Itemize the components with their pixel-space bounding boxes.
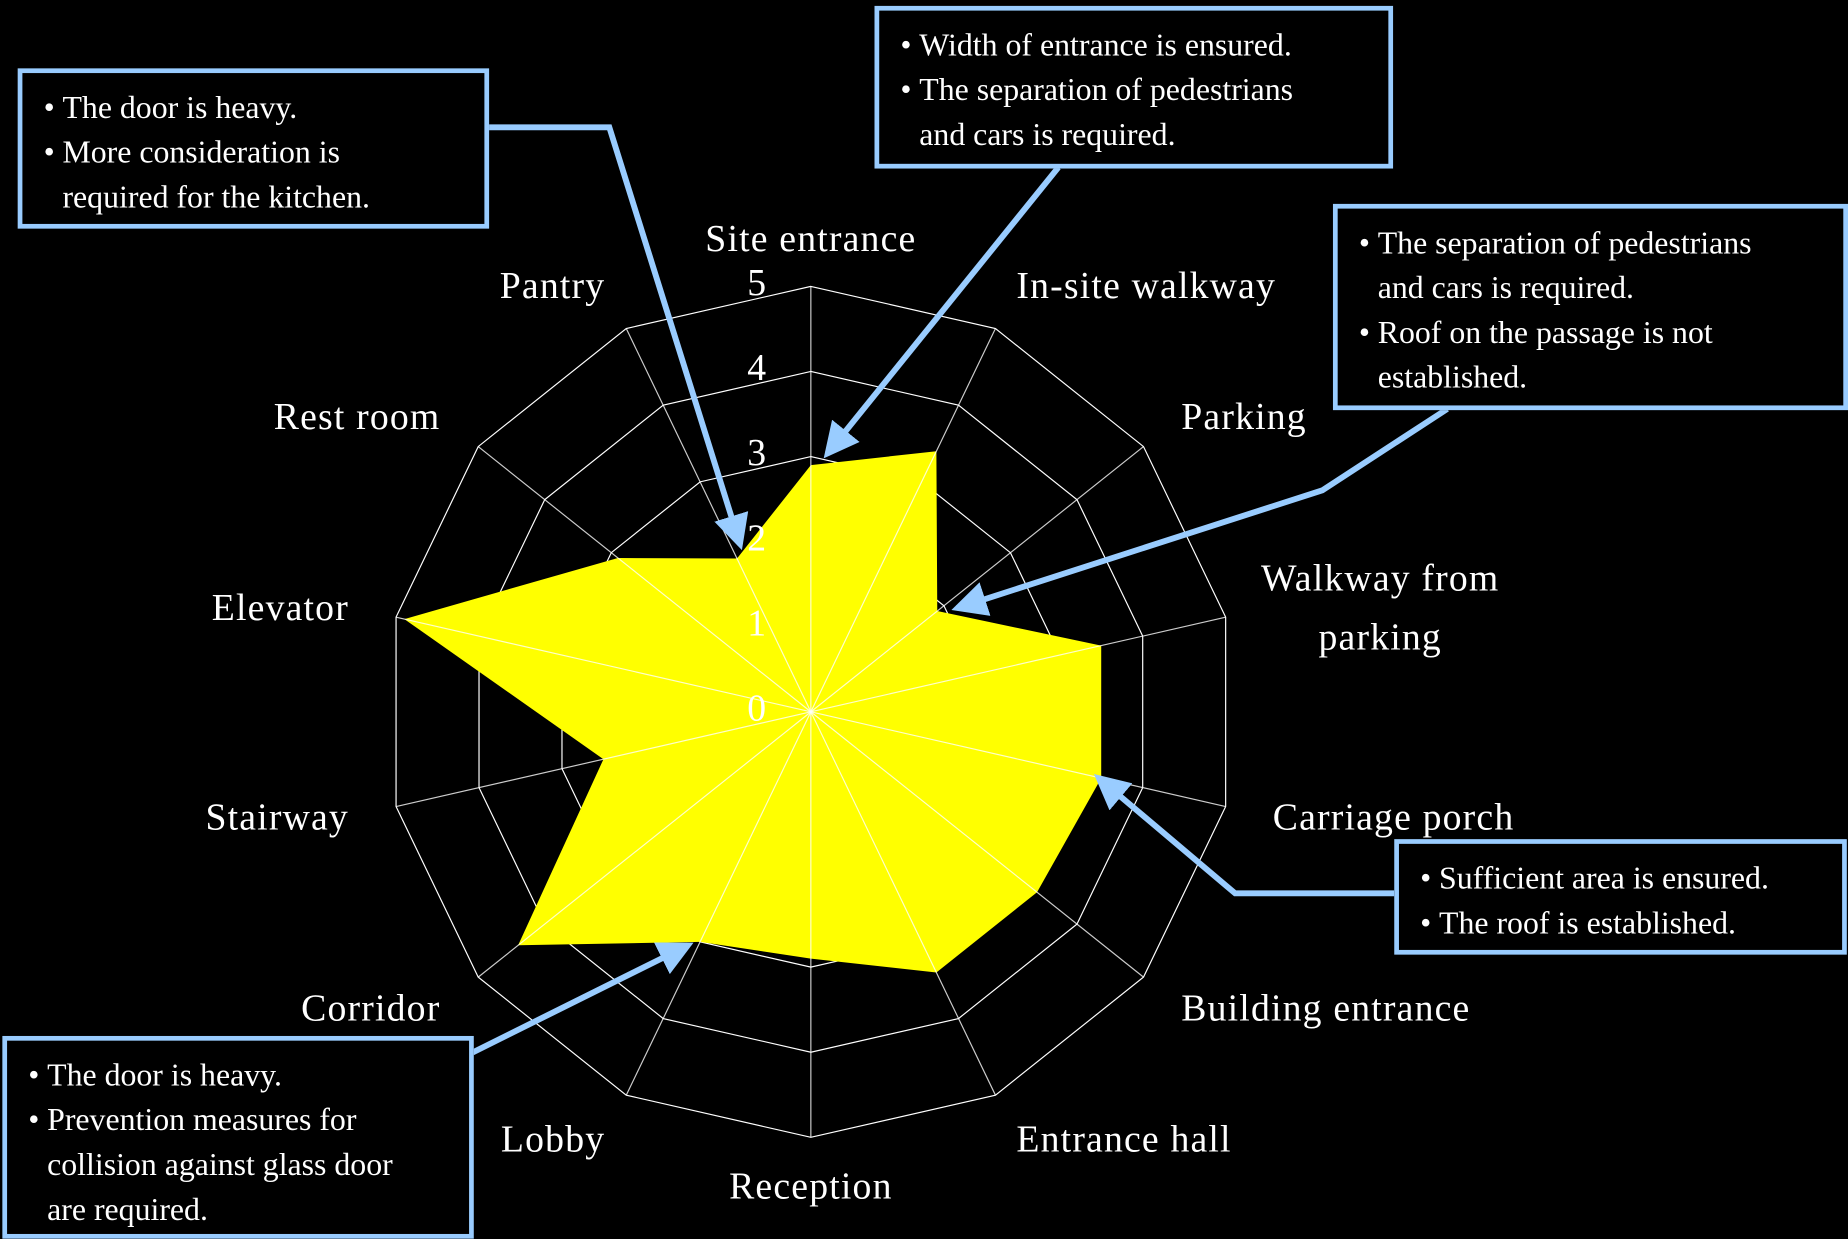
annotation-text: collision against glass door: [47, 1146, 393, 1183]
annotation-box: Width of entrance is ensured. The separat…: [874, 5, 1394, 169]
spoke: [395, 616, 811, 713]
callout-arrow: [823, 165, 1061, 459]
annotation-text: The door is heavy.: [47, 1057, 282, 1093]
annotation-box: The door is heavy. More consideration is r…: [17, 68, 490, 229]
tick-label: 2: [747, 517, 766, 559]
category-label: Rest room: [273, 395, 441, 438]
annotation-text: The separation of pedestrians: [1377, 225, 1752, 261]
radar-area: [404, 451, 1102, 973]
annotation-box: The separation of pedestrians and cars is…: [1332, 203, 1848, 411]
annotation-text: The door is heavy.: [62, 89, 298, 125]
annotation-text: Roof on the passage is not: [1377, 314, 1713, 351]
spoke: [810, 328, 996, 713]
category-label: Corridor: [301, 986, 441, 1029]
tick-label: 5: [747, 262, 766, 304]
annotation-text: established.: [1377, 359, 1528, 395]
category-label: Stairway: [205, 796, 349, 839]
category-label: Building entrance: [1181, 986, 1471, 1029]
category-label: In-site walkway: [1016, 263, 1277, 307]
annotation-text: required for the kitchen.: [62, 179, 370, 215]
annotation-bullet: Sufficient area is ensured.: [1420, 856, 1825, 901]
tick-label: 1: [747, 602, 766, 644]
callout-arrow: [951, 406, 1449, 616]
spoke: [810, 616, 1226, 713]
category-label: Walkway from parking: [1261, 555, 1500, 658]
category-label: Reception: [729, 1164, 893, 1207]
category-label: Site entrance: [705, 216, 917, 260]
annotation-text: The separation of pedestrians: [919, 71, 1294, 108]
callout-arrow: [471, 942, 694, 1056]
annotation-box: Sufficient area is ensured. The roof is e…: [1394, 839, 1847, 955]
callout-arrow: [1093, 774, 1395, 897]
category-label: Carriage porch: [1272, 796, 1515, 839]
callout-arrow: [487, 124, 749, 551]
annotation-text: and cars is required.: [1377, 269, 1634, 306]
annotation-bullet: Prevention measures for collision against…: [28, 1097, 452, 1231]
category-label: Entrance hall: [1016, 1117, 1232, 1160]
annotation-text: and cars is required.: [919, 116, 1176, 153]
tick-label: 3: [747, 432, 766, 474]
spoke: [810, 711, 996, 1096]
category-label: Pantry: [499, 263, 606, 307]
tick-label: 0: [747, 688, 766, 730]
annotation-text: More consideration is: [62, 134, 340, 170]
annotation-bullet: The separation of pedestrians and cars is…: [900, 67, 1371, 157]
annotation-bullet: The separation of pedestrians and cars is…: [1359, 220, 1827, 310]
category-label: Lobby: [500, 1117, 606, 1160]
category-label: Parking: [1181, 395, 1307, 438]
spoke: [625, 711, 812, 1096]
annotation-bullet: Roof on the passage is not established.: [1359, 310, 1827, 400]
annotation-text: are required.: [47, 1191, 208, 1227]
tick-label: 4: [747, 347, 766, 389]
spoke: [395, 711, 811, 808]
spoke: [477, 446, 812, 713]
annotation-bullet: The roof is established.: [1420, 900, 1825, 945]
annotation-bullet: Width of entrance is ensured.: [900, 22, 1371, 67]
annotation-bullet: The door is heavy.: [44, 85, 468, 130]
annotation-text: The roof is established.: [1439, 905, 1736, 941]
annotation-text: Prevention measures for: [47, 1101, 357, 1138]
annotation-text: Width of entrance is ensured.: [919, 27, 1292, 63]
annotation-box: The door is heavy. Prevention measures fo…: [2, 1035, 474, 1239]
category-label: Elevator: [211, 585, 349, 628]
annotation-text: Sufficient area is ensured.: [1439, 860, 1769, 896]
spoke: [810, 446, 1144, 713]
spoke: [810, 711, 1226, 808]
annotation-bullet: More consideration is required for the ki…: [44, 130, 468, 220]
spoke: [477, 711, 812, 978]
spoke: [810, 711, 1144, 978]
annotation-bullet: The door is heavy.: [28, 1052, 452, 1097]
